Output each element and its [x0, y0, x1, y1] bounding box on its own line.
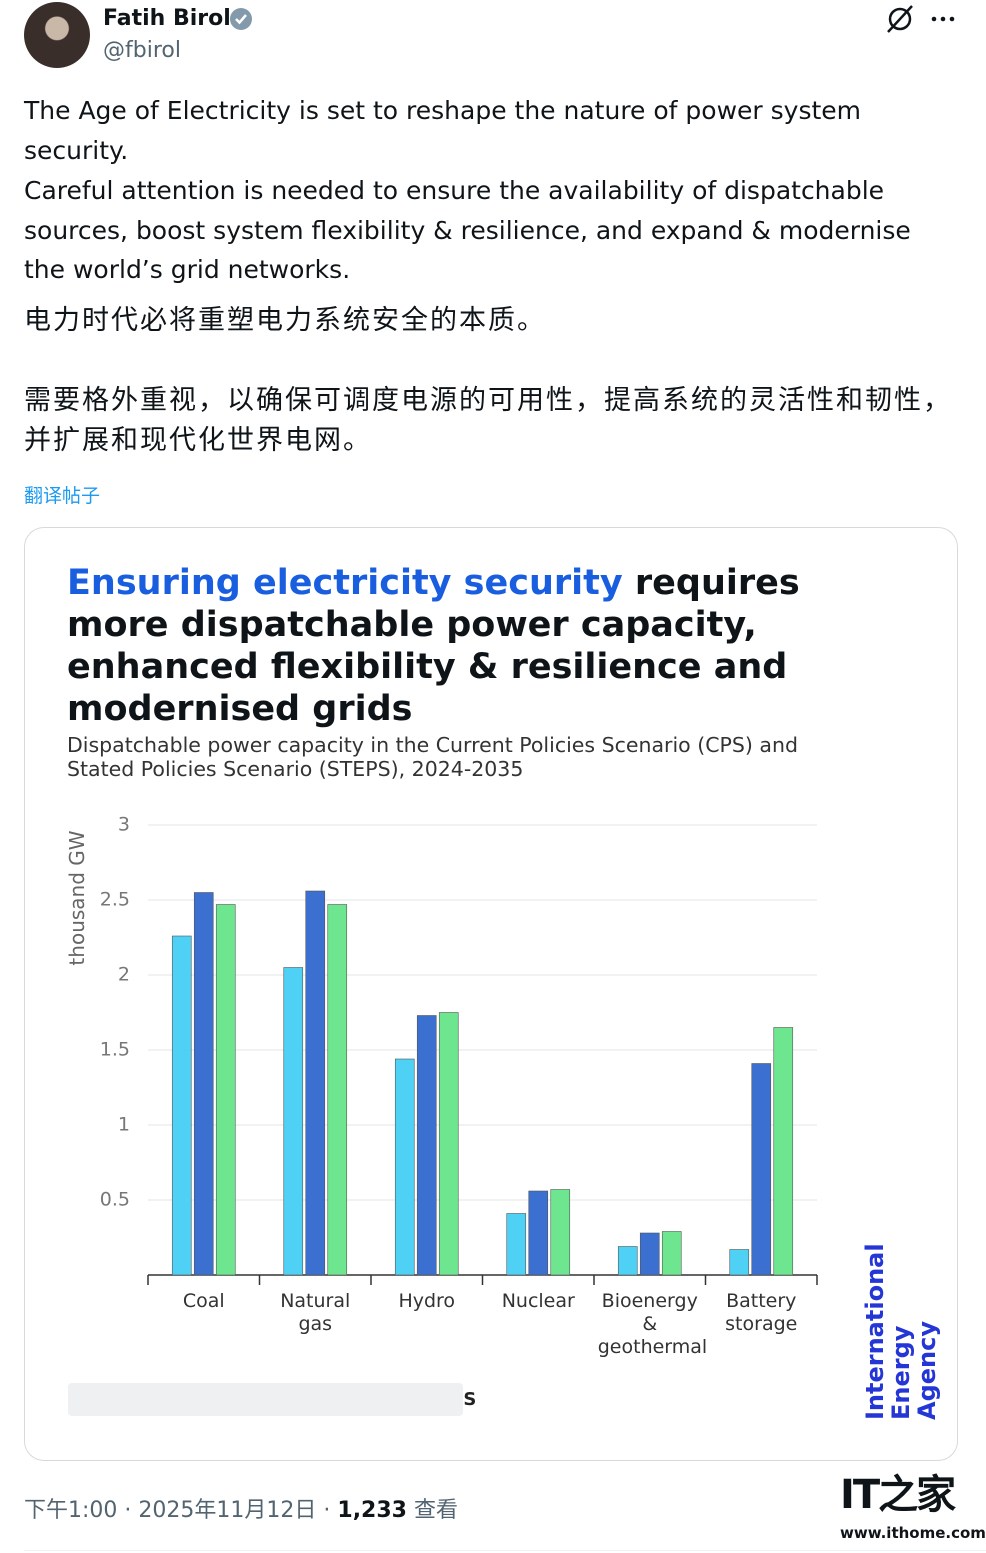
title-rest: requires more dispatchable power capacit…	[67, 563, 800, 729]
time[interactable]: 下午1:00	[24, 1498, 118, 1523]
author-handle[interactable]: @fbirol	[103, 38, 181, 63]
bar	[506, 1213, 527, 1276]
bar	[327, 904, 348, 1276]
tweet-text: Careful attention is needed to ensure th…	[24, 176, 911, 284]
bar	[215, 904, 236, 1276]
separator: ·	[323, 1498, 331, 1523]
bar	[283, 967, 304, 1276]
bar	[773, 1027, 794, 1276]
y-tick-label: 1	[118, 1114, 130, 1136]
watermark-url: www.ithome.com	[840, 1524, 986, 1542]
bar	[394, 1058, 415, 1276]
legend	[68, 1383, 463, 1416]
title-highlight: Ensuring electricity security	[67, 563, 623, 603]
divider	[24, 1550, 986, 1551]
bar	[751, 1063, 772, 1276]
bar	[416, 1015, 437, 1276]
bar	[617, 1246, 638, 1276]
y-tick-label: 2	[118, 964, 130, 986]
avatar[interactable]	[24, 2, 90, 68]
tweet-text: The Age of Electricity is set to reshape…	[24, 96, 862, 165]
bar	[305, 890, 326, 1276]
chart-card[interactable]	[24, 527, 958, 1461]
tweet-text: 电力时代必将重塑电力系统安全的本质。	[24, 305, 546, 336]
chart-subtitle: Dispatchable power capacity in the Curre…	[67, 733, 798, 781]
bar	[193, 892, 214, 1276]
date[interactable]: 2025年11月12日	[138, 1498, 317, 1523]
y-tick-label: 2.5	[100, 889, 130, 911]
separator: ·	[124, 1498, 132, 1523]
x-tick-label: Natural gas	[280, 1290, 351, 1335]
x-tick-label: Nuclear	[501, 1290, 575, 1312]
bar	[550, 1189, 571, 1276]
author-name[interactable]: Fatih Birol	[103, 6, 231, 31]
y-tick-label: 1.5	[100, 1039, 130, 1061]
bar	[171, 935, 192, 1276]
bar	[528, 1190, 549, 1276]
y-tick-label: 0.5	[100, 1189, 130, 1211]
y-tick-label: 3	[118, 814, 130, 836]
bar	[661, 1231, 682, 1276]
translate-link[interactable]: 翻译帖子	[24, 485, 101, 507]
bar	[729, 1249, 750, 1276]
x-tick-label: Battery storage	[725, 1290, 798, 1335]
views-label: 查看	[413, 1498, 458, 1523]
view-count: 1,233	[337, 1498, 407, 1523]
bar	[438, 1012, 459, 1276]
source-logo: International Energy Agency	[861, 1243, 941, 1420]
watermark-logo: IT之家	[840, 1472, 956, 1518]
x-tick-label: Coal	[182, 1290, 225, 1312]
tweet-text: 需要格外重视，以确保可调度电源的可用性，提高系统的灵活性和韧性，并扩展和现代化世…	[24, 385, 952, 456]
tweet-footer: 下午1:00 · 2025年11月12日 · 1,233 查看	[24, 1492, 458, 1524]
header-icons[interactable]	[884, 4, 964, 34]
x-tick-label: Bioenergy & geothermal	[597, 1290, 708, 1358]
x-tick-label: Hydro	[398, 1290, 456, 1312]
chart-title: Ensuring electricity security requires m…	[67, 562, 867, 730]
verified-badge	[230, 8, 252, 30]
bar	[639, 1232, 660, 1276]
